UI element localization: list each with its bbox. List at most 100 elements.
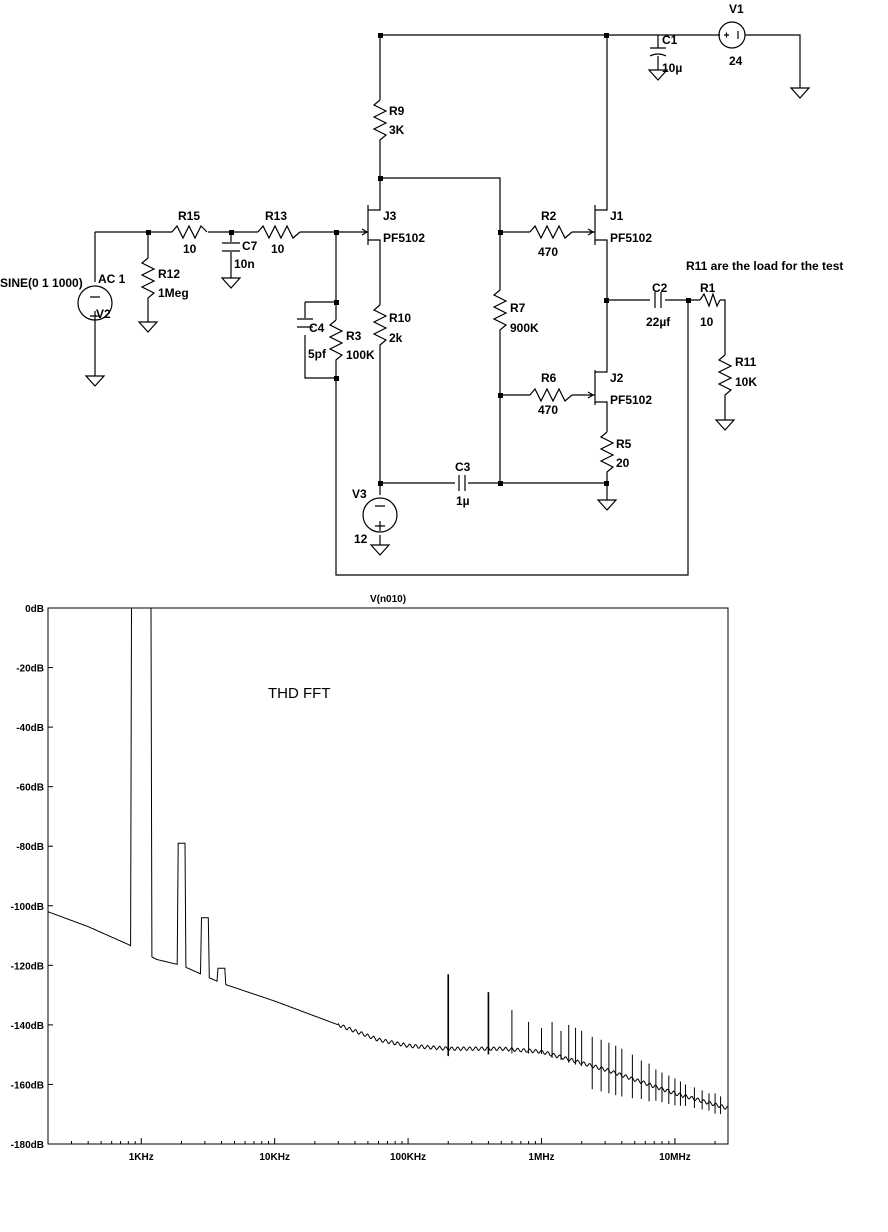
ground-icon [369,544,391,556]
resistor-r3-symbol [328,319,344,370]
value-c1: 10µ [662,61,682,75]
y-tick-label: -20dB [16,664,44,675]
ref-r15: R15 [178,209,200,223]
resistor-r11-symbol [717,354,733,400]
value-r13: 10 [271,242,285,256]
spur-lines [447,974,722,1115]
fft-chart: V(n010) THD FFT 0dB -20dB -40dB -60dB -80dB -… [11,594,729,1163]
source-label: SINE(0 1 1000) [0,276,83,290]
value-c4: 5pf [308,347,327,361]
value-j2: PF5102 [610,393,652,407]
value-j3: PF5102 [383,231,425,245]
y-tick-label: -160dB [11,1080,44,1091]
voltage-source-v1-symbol [718,21,746,49]
value-v3: 12 [354,532,368,546]
jfet-j1-symbol [587,200,608,248]
value-r1: 10 [700,315,714,329]
voltage-source-v2-symbol [77,285,113,321]
y-tick-label: -140dB [11,1021,44,1032]
ground-icon [596,499,618,511]
jfet-j2-symbol [587,362,608,410]
ref-v3: V3 [352,487,367,501]
ground-icon [137,321,159,333]
fft-series-line [47,607,729,1110]
jfet-j3-symbol [360,200,381,248]
resistor-r1-symbol [699,292,721,308]
resistor-r10-symbol [372,304,388,350]
resistor-r7-symbol [492,289,508,345]
chart-annotation: THD FFT [268,685,330,702]
resistor-r9-symbol [372,99,388,145]
x-tick-label: 10MHz [659,1152,691,1163]
capacitor-c3-symbol [458,475,466,491]
chart-title: V(n010) [370,594,406,605]
junctions [146,33,691,486]
y-tick-label: -120dB [11,961,44,972]
ref-r5: R5 [616,437,632,451]
ref-c2: C2 [652,281,668,295]
ref-c7: C7 [242,239,258,253]
value-r15: 10 [183,242,197,256]
value-r5: 20 [616,456,630,470]
wires [94,34,801,576]
value-r3: 100K [346,348,375,362]
resistor-r15-symbol [171,224,208,240]
value-c7: 10n [234,257,255,271]
value-j1: PF5102 [610,231,652,245]
ref-r9: R9 [389,104,405,118]
jfets [360,200,608,410]
x-tick-label: 1KHz [129,1152,154,1163]
ground-icon [84,321,106,387]
value-v1: 24 [729,54,743,68]
value-c2: 22µf [646,315,671,329]
resistor-r13-symbol [257,224,301,240]
ref-v1: V1 [729,2,744,16]
ref-r13: R13 [265,209,287,223]
y-tick-label: -80dB [16,842,44,853]
ref-r6: R6 [541,371,557,385]
resistor-r2-symbol [529,224,573,240]
ref-c3: C3 [455,460,471,474]
capacitor-c1-symbol [649,47,667,70]
y-tick-label: -100dB [11,902,44,913]
ref-j3: J3 [383,209,397,223]
capacitor-c7-symbol [222,242,240,252]
ref-r10: R10 [389,311,411,325]
resistor-r12-symbol [140,257,156,305]
resistor-r6-symbol [529,387,573,403]
ground-icon [220,277,242,289]
ref-r12: R12 [158,267,180,281]
value-r12: 1Meg [158,286,189,300]
ac-label: AC 1 [98,272,126,286]
value-r7: 900K [510,321,539,335]
x-tick-label: 1MHz [528,1152,554,1163]
ref-r1: R1 [700,281,716,295]
ground-icon [647,69,669,81]
sources [77,21,746,533]
capacitors [222,47,667,491]
ref-c4: C4 [309,321,325,335]
y-tick-label: -180dB [11,1140,44,1151]
grounds [84,69,811,556]
x-axis: 1KHz 10KHz 100KHz 1MHz 10MHz [47,1138,716,1163]
value-r6: 470 [538,403,558,417]
value-r10: 2k [389,331,403,345]
x-tick-label: 10KHz [259,1152,290,1163]
ref-j1: J1 [610,209,624,223]
value-r9: 3K [389,123,405,137]
annotation-text: R11 are the load for the test [686,259,843,273]
ground-icon [714,419,736,431]
y-tick-label: 0dB [25,604,44,615]
value-r11: 10K [735,375,757,389]
capacitor-c2-symbol [654,292,662,308]
ref-r11: R11 [735,355,757,369]
ground-icon [789,87,811,99]
voltage-source-v3-symbol [362,497,398,533]
value-r2: 470 [538,245,558,259]
schematic: SINE(0 1 1000) AC 1 R11 are the load for… [0,2,843,576]
resistors [140,99,733,475]
ref-r2: R2 [541,209,557,223]
value-c3: 1µ [456,494,470,508]
y-axis: 0dB -20dB -40dB -60dB -80dB -100dB -120dB -140d… [11,604,53,1151]
